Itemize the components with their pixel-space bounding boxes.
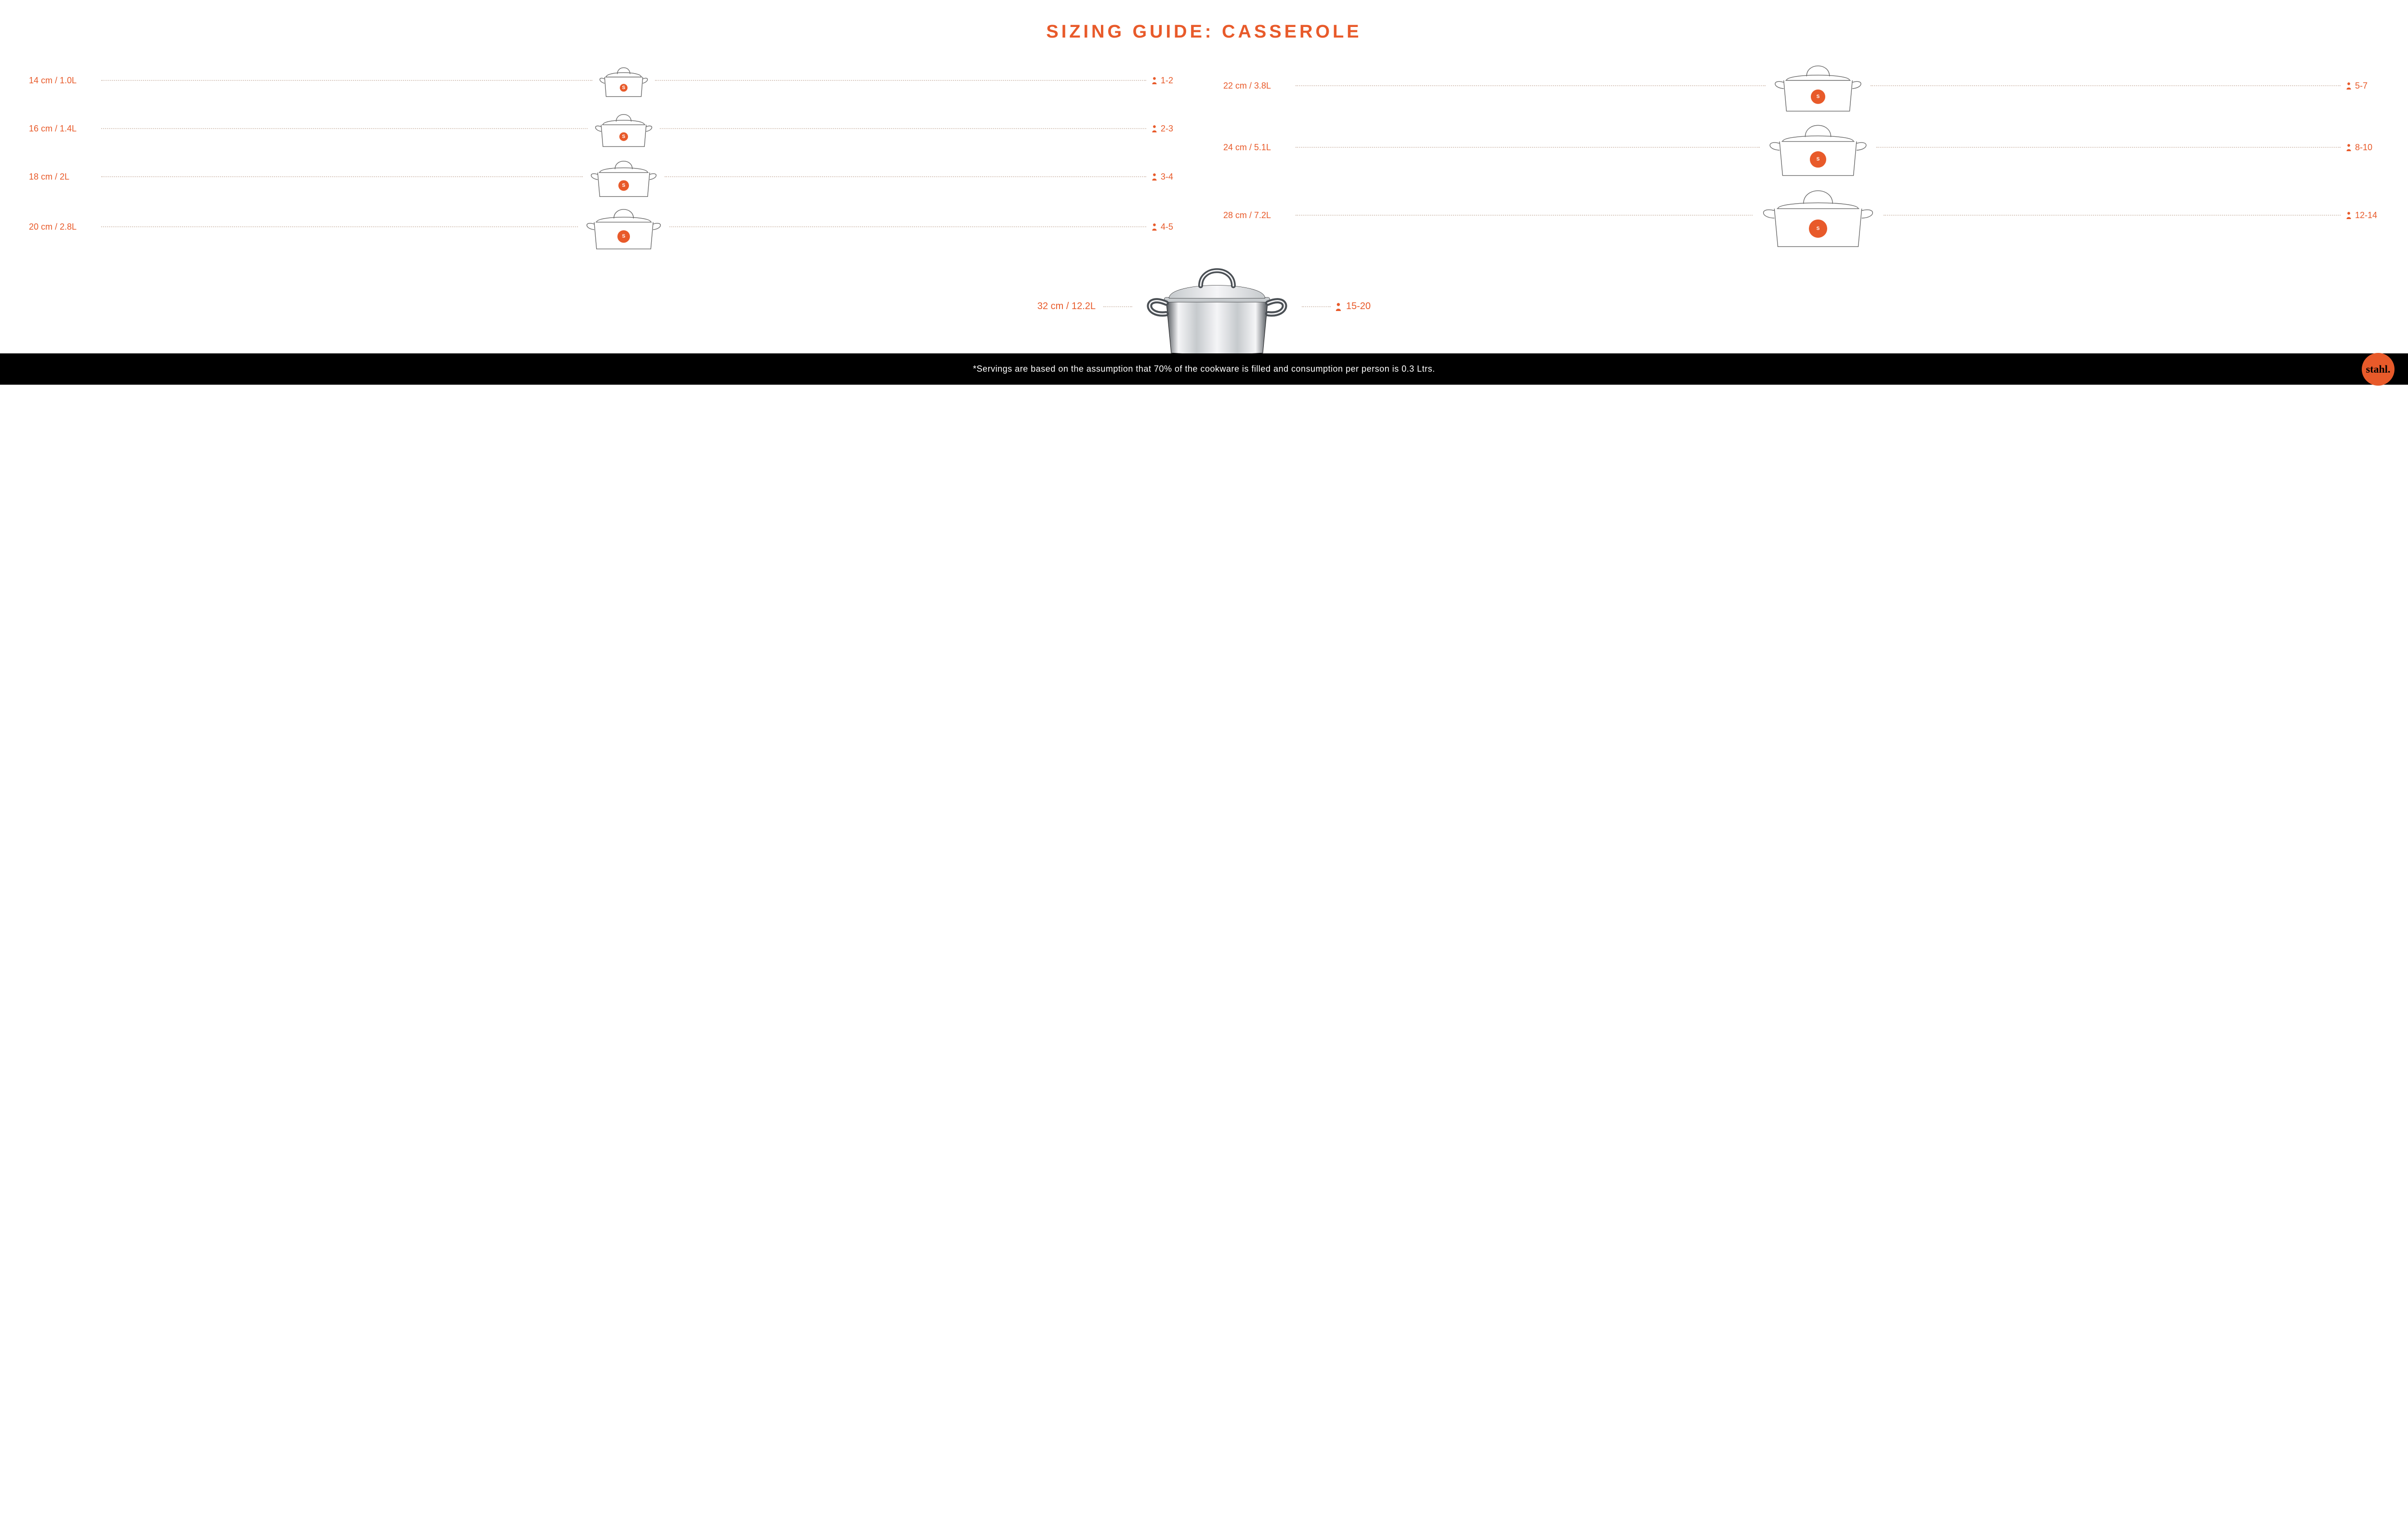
person-icon (2345, 211, 2352, 219)
footer-bar: *Servings are based on the assumption th… (0, 353, 2408, 385)
size-row: 20 cm / 2.8L S 4-5 (29, 204, 1185, 250)
pot-illustration: S (1770, 59, 1866, 112)
size-row: 28 cm / 7.2L S 12-14 (1223, 182, 2379, 248)
svg-text:S: S (1817, 226, 1820, 231)
dots-line (101, 226, 578, 227)
columns-container: 14 cm / 1.0L S 1-2 16 cm / 1.4L (0, 59, 2408, 250)
brand-badge: stahl. (2362, 353, 2395, 386)
person-icon (2345, 82, 2352, 90)
servings-text: 12-14 (2355, 210, 2377, 221)
pot-illustration: S (597, 64, 650, 97)
person-icon (2345, 143, 2352, 151)
dots-line (665, 176, 1146, 177)
dots-line (101, 128, 588, 129)
svg-text:S: S (622, 234, 626, 239)
footer-note: *Servings are based on the assumption th… (973, 364, 1435, 374)
servings: 4-5 (1151, 222, 1185, 232)
size-label: 28 cm / 7.2L (1223, 210, 1291, 221)
brand-text: stahl. (2366, 363, 2391, 376)
svg-text:S: S (1817, 157, 1820, 162)
size-label: 22 cm / 3.8L (1223, 81, 1291, 91)
servings-text: 1-2 (1161, 76, 1173, 86)
svg-text:S: S (622, 85, 626, 91)
dots-line (655, 80, 1146, 81)
pot-illustration: S (583, 204, 665, 250)
dots-line (1876, 147, 2341, 148)
svg-text:S: S (1817, 94, 1820, 99)
dots-line (660, 128, 1146, 129)
size-label: 24 cm / 5.1L (1223, 143, 1291, 153)
size-label: 16 cm / 1.4L (29, 124, 96, 134)
dots-line (1871, 85, 2341, 86)
size-row: 16 cm / 1.4L S 2-3 (29, 107, 1185, 150)
dots-line (1103, 306, 1132, 307)
servings: 8-10 (2345, 143, 2379, 153)
size-row: 14 cm / 1.0L S 1-2 (29, 59, 1185, 102)
servings-text: 8-10 (2355, 143, 2372, 153)
svg-text:S: S (622, 134, 626, 139)
hero-size-label: 32 cm / 12.2L (1037, 301, 1132, 312)
size-row: 24 cm / 5.1L S 8-10 (1223, 118, 2379, 177)
servings-text: 4-5 (1161, 222, 1173, 232)
left-column: 14 cm / 1.0L S 1-2 16 cm / 1.4L (29, 59, 1185, 250)
dots-line (1884, 215, 2341, 216)
servings-text: 5-7 (2355, 81, 2368, 91)
size-label: 14 cm / 1.0L (29, 76, 96, 86)
dots-line (1296, 215, 1753, 216)
servings: 5-7 (2345, 81, 2379, 91)
servings: 1-2 (1151, 76, 1185, 86)
pot-illustration: S (1757, 182, 1879, 248)
right-column: 22 cm / 3.8L S 5-7 24 cm / 5.1L (1223, 59, 2379, 250)
page-title: SIZING GUIDE: CASSEROLE (0, 22, 2408, 42)
hero-servings: 15-20 (1302, 301, 1371, 312)
hero-pot-illustration (1140, 255, 1294, 358)
hero-inner: 32 cm / 12.2L (1037, 255, 1371, 358)
person-icon (1151, 125, 1158, 132)
hero-row: 32 cm / 12.2L (0, 255, 2408, 358)
servings: 2-3 (1151, 124, 1185, 134)
size-row: 22 cm / 3.8L S 5-7 (1223, 59, 2379, 112)
person-icon (1151, 77, 1158, 84)
pot-illustration: S (592, 110, 655, 147)
dots-line (101, 80, 592, 81)
pot-illustration: S (1765, 118, 1871, 177)
servings-text: 2-3 (1161, 124, 1173, 134)
person-icon (1151, 223, 1158, 231)
dots-line (669, 226, 1146, 227)
servings: 12-14 (2345, 210, 2379, 221)
dots-line (1296, 85, 1766, 86)
servings-text: 3-4 (1161, 172, 1173, 182)
dots-line (1296, 147, 1760, 148)
svg-text:S: S (622, 183, 626, 188)
person-icon (1335, 302, 1342, 311)
dots-line (101, 176, 583, 177)
hero-servings-text: 15-20 (1346, 301, 1371, 312)
size-label: 18 cm / 2L (29, 172, 96, 182)
sizing-guide-page: SIZING GUIDE: CASSEROLE 14 cm / 1.0L S 1… (0, 0, 2408, 1532)
hero-size-text: 32 cm / 12.2L (1037, 301, 1096, 312)
dots-line (1302, 306, 1331, 307)
servings: 3-4 (1151, 172, 1185, 182)
size-row: 18 cm / 2L S 3-4 (29, 156, 1185, 198)
person-icon (1151, 173, 1158, 181)
size-label: 20 cm / 2.8L (29, 222, 96, 232)
pot-illustration: S (588, 156, 660, 197)
